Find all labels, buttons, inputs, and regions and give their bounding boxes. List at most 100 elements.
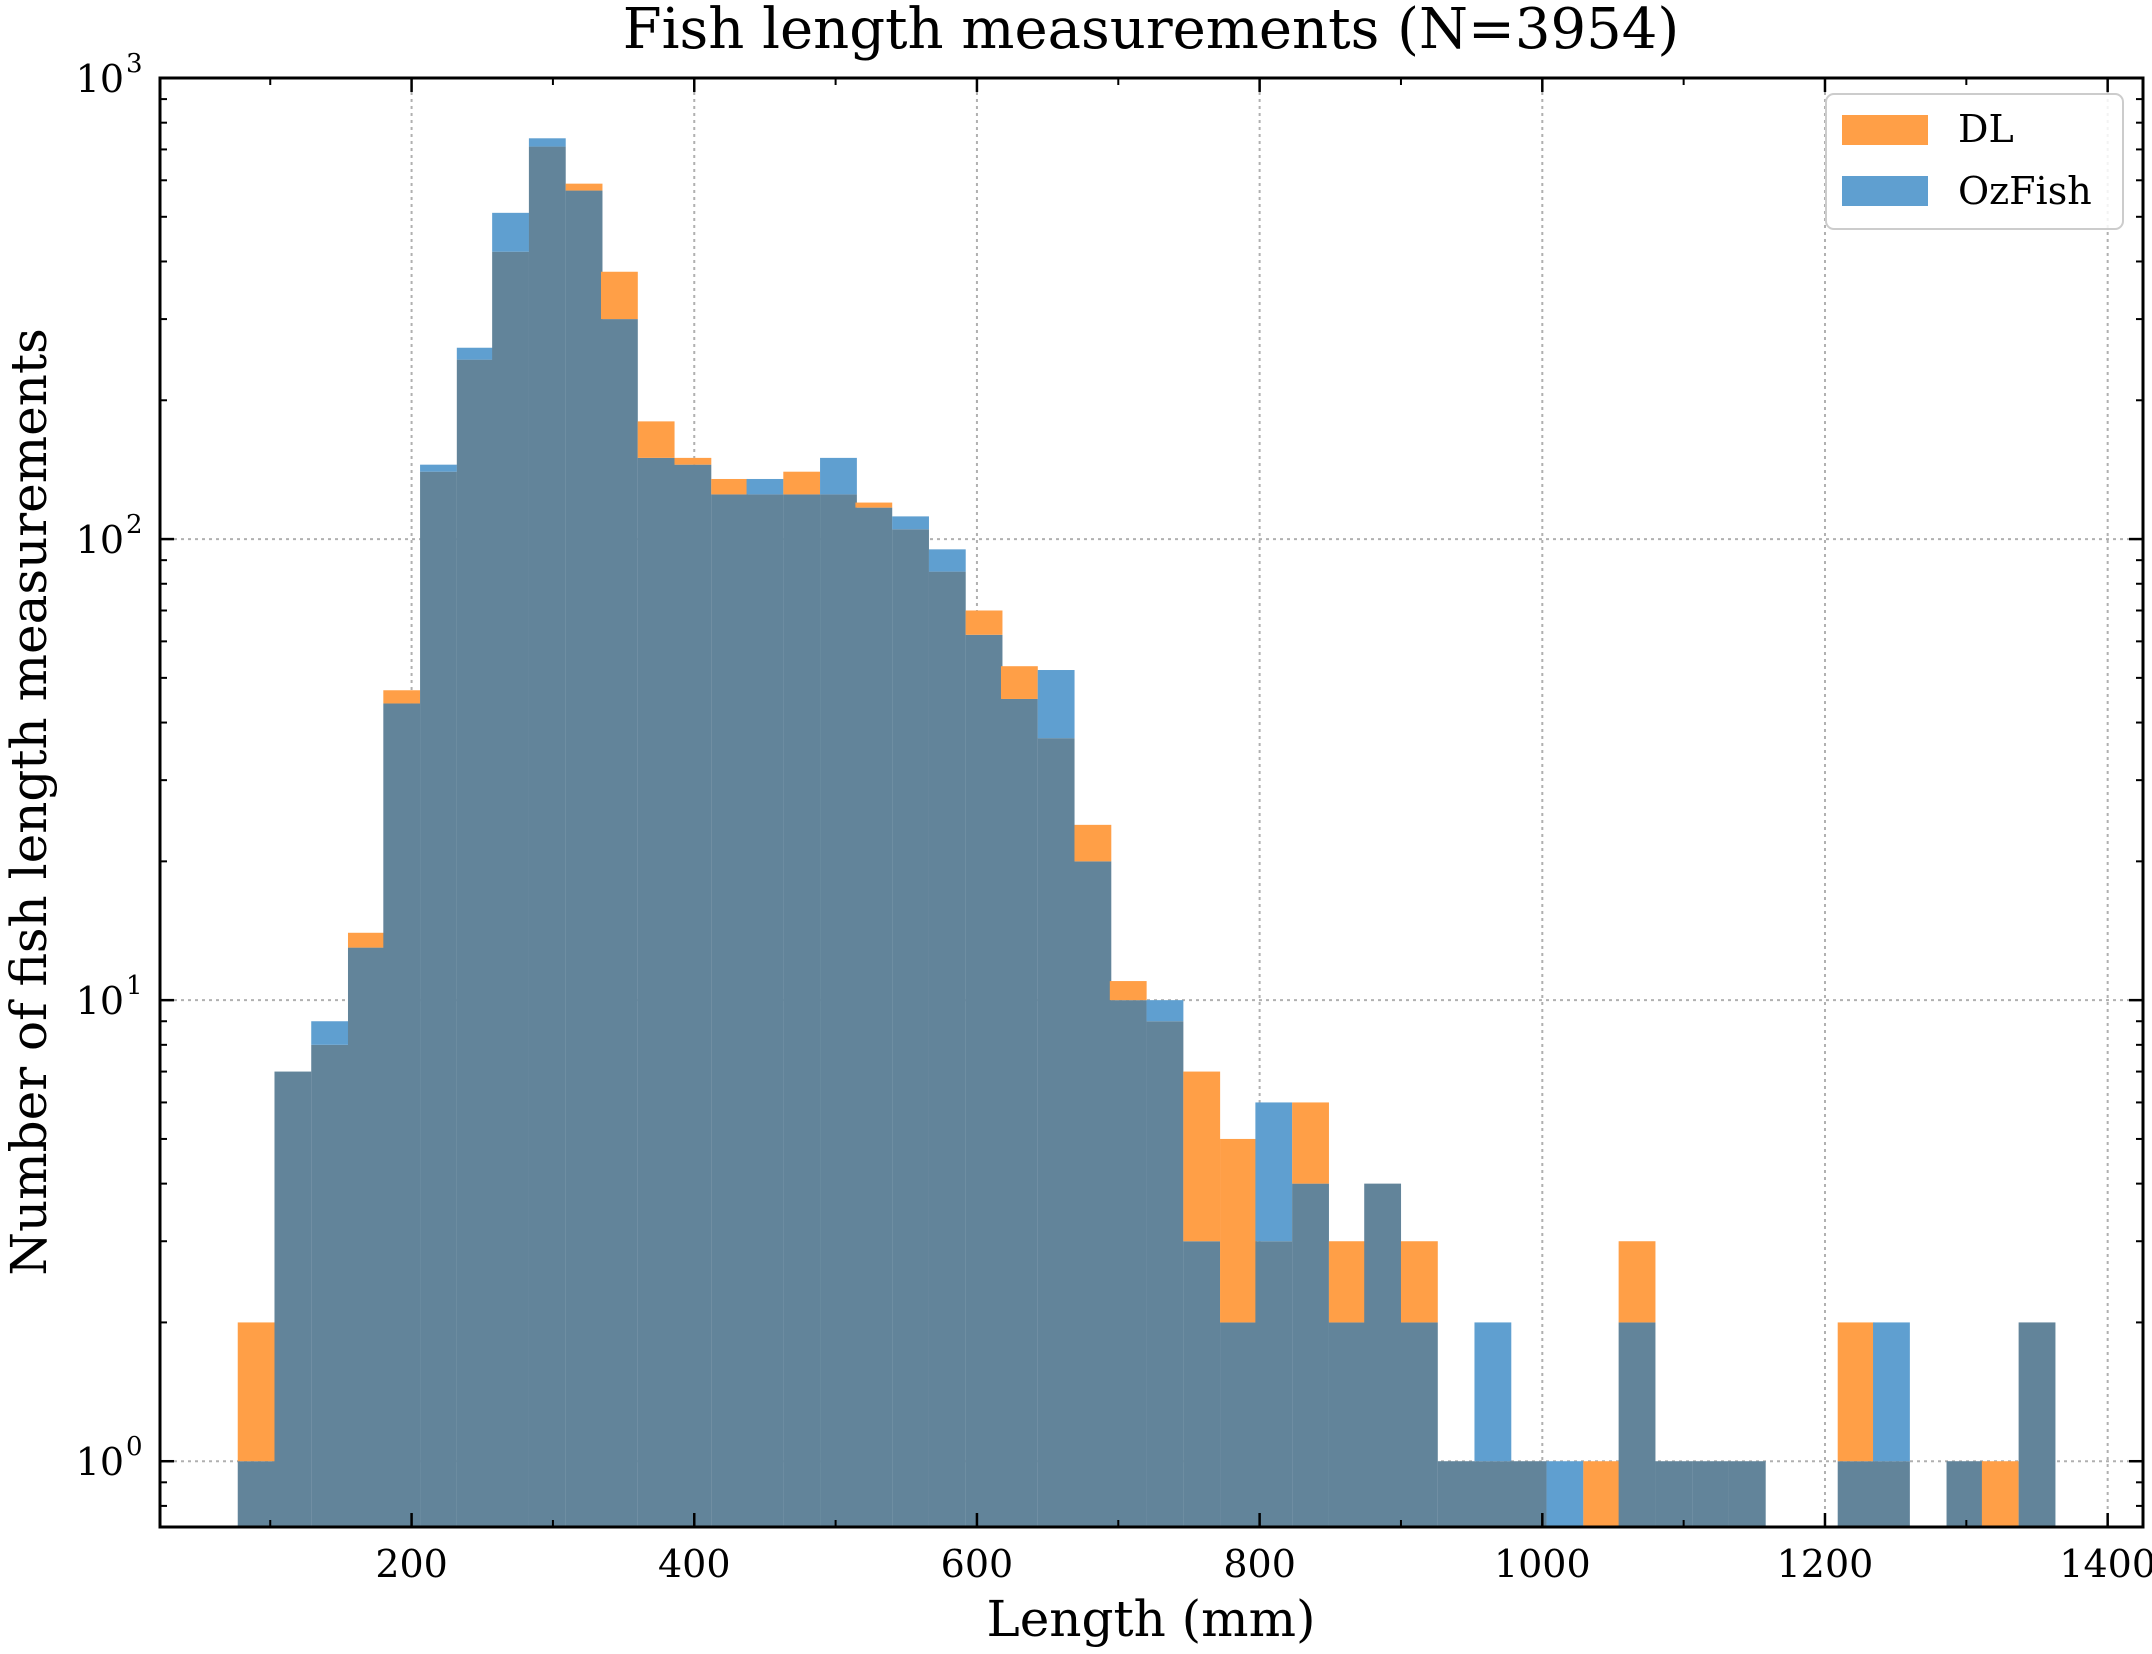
x-tick-label: 800: [1223, 1542, 1296, 1586]
histogram-bar-dl: [637, 421, 675, 458]
x-tick-label: 1200: [1777, 1542, 1874, 1586]
histogram-bar-ozfish: [528, 138, 566, 147]
histogram-bar-overlap: [1437, 1461, 1475, 1527]
histogram-bar-overlap: [1837, 1461, 1875, 1527]
bars: [237, 138, 2056, 1528]
histogram-bar-overlap: [311, 1044, 349, 1527]
histogram-bar-overlap: [2018, 1322, 2056, 1527]
histogram-bar-overlap: [1000, 698, 1038, 1527]
histogram-bar-dl: [1220, 1138, 1257, 1323]
histogram-bar-overlap: [274, 1071, 312, 1527]
y-tick-exponent: 2: [126, 510, 143, 540]
histogram-bar-ozfish: [1546, 1461, 1584, 1527]
histogram-bar-overlap: [600, 319, 638, 1527]
histogram-bar-overlap: [928, 571, 966, 1527]
histogram-bar-dl: [1400, 1241, 1438, 1323]
histogram-bar-ozfish: [746, 478, 784, 495]
histogram-bar-overlap: [1655, 1461, 1693, 1527]
y-tick-exponent: 3: [126, 49, 143, 79]
histogram-bar-dl: [237, 1322, 275, 1462]
histogram-bar-overlap: [1474, 1461, 1512, 1527]
histogram-bar-overlap: [492, 251, 529, 1527]
chart-title: Fish length measurements (N=3954): [623, 0, 1680, 62]
y-tick-label: 10: [76, 1440, 124, 1484]
histogram-bar-ozfish: [492, 212, 529, 252]
histogram-bar-dl: [855, 502, 893, 508]
histogram-bar-overlap: [1692, 1461, 1729, 1527]
histogram-bar-ozfish: [892, 516, 929, 530]
histogram-bar-overlap: [1074, 861, 1112, 1527]
histogram-bar-overlap: [528, 146, 566, 1527]
histogram-bar-dl: [674, 457, 712, 465]
x-tick-label: 1400: [2059, 1542, 2152, 1586]
histogram-bar-overlap: [746, 494, 784, 1528]
histogram-bar-ozfish: [420, 464, 457, 472]
histogram-bar-overlap: [820, 494, 857, 1528]
histogram-bar-dl: [1109, 981, 1147, 1001]
histogram-bar-ozfish: [1873, 1322, 1910, 1462]
histogram-bar-ozfish: [1146, 1000, 1184, 1022]
histogram-bar-overlap: [383, 703, 421, 1527]
histogram-bar-ozfish: [928, 549, 966, 572]
y-tick-label: 10: [76, 57, 124, 101]
histogram-bar-dl: [965, 610, 1003, 635]
histogram-bar-overlap: [674, 464, 712, 1528]
histogram-bar-overlap: [420, 471, 457, 1528]
histogram-bar-overlap: [1109, 1000, 1147, 1527]
histogram-bar-dl: [1183, 1071, 1221, 1242]
histogram-bar-dl: [600, 271, 638, 320]
histogram-bar-overlap: [892, 529, 929, 1527]
histogram-bar-overlap: [1255, 1241, 1293, 1527]
histogram-bar-overlap: [347, 947, 385, 1527]
legend-swatch-ozfish: [1842, 176, 1928, 206]
histogram-bar-overlap: [1328, 1322, 1366, 1527]
histogram-bar-dl: [347, 932, 385, 948]
legend-swatch-dl: [1842, 115, 1928, 145]
histogram-bar-overlap: [637, 457, 675, 1527]
x-tick-label: 600: [941, 1542, 1014, 1586]
histogram-bar-overlap: [711, 494, 749, 1528]
histogram-bar-overlap: [456, 359, 494, 1528]
y-tick-exponent: 1: [126, 971, 143, 1001]
histogram-bar-overlap: [1292, 1183, 1329, 1527]
histogram-bar-dl: [1292, 1102, 1329, 1184]
histogram-bar-overlap: [1728, 1461, 1766, 1527]
histogram-bar-overlap: [1509, 1461, 1547, 1527]
histogram-bar-ozfish: [820, 457, 857, 495]
y-tick-exponent: 0: [126, 1432, 143, 1462]
histogram-bar-ozfish: [311, 1021, 349, 1045]
histogram-bar-overlap: [965, 634, 1003, 1527]
histogram-bar-dl: [1583, 1461, 1621, 1527]
histogram-bar-overlap: [1618, 1322, 1656, 1527]
histogram-bar-dl: [1074, 824, 1112, 862]
x-axis-label: Length (mm): [986, 1590, 1315, 1648]
legend-label-dl: DL: [1958, 107, 2014, 151]
histogram-bar-ozfish: [1037, 670, 1075, 739]
legend: DL OzFish: [1825, 93, 2124, 230]
histogram-bar-overlap: [565, 190, 603, 1528]
histogram-bar-overlap: [855, 507, 893, 1527]
histogram-bar-ozfish: [1474, 1322, 1512, 1462]
histogram-bar-overlap: [1183, 1241, 1221, 1527]
histogram-bar-dl: [1618, 1241, 1656, 1323]
y-tick-label: 10: [76, 518, 124, 562]
x-axis-ticks: 200 400 600 800 1000 1200 1400: [269, 78, 2152, 1586]
histogram-bar-dl: [565, 183, 603, 191]
plot-frame: [158, 76, 2145, 1529]
histogram-bar-overlap: [1364, 1183, 1402, 1527]
histogram-bar-dl: [1328, 1241, 1366, 1323]
histogram-bar-overlap: [783, 494, 821, 1528]
histogram-bar-overlap: [237, 1461, 275, 1527]
histogram-bar-ozfish: [1255, 1102, 1293, 1242]
histogram-bar-overlap: [1146, 1021, 1184, 1527]
histogram-bar-dl: [1981, 1461, 2019, 1527]
y-axis-label: Number of fish length measurements: [0, 328, 58, 1275]
histogram-bar-ozfish: [456, 347, 494, 360]
legend-label-ozfish: OzFish: [1958, 169, 2092, 213]
histogram-bar-overlap: [1220, 1322, 1257, 1527]
histogram-bar-dl: [783, 471, 821, 495]
x-tick-label: 200: [375, 1542, 448, 1586]
histogram-bar-dl: [711, 478, 749, 495]
